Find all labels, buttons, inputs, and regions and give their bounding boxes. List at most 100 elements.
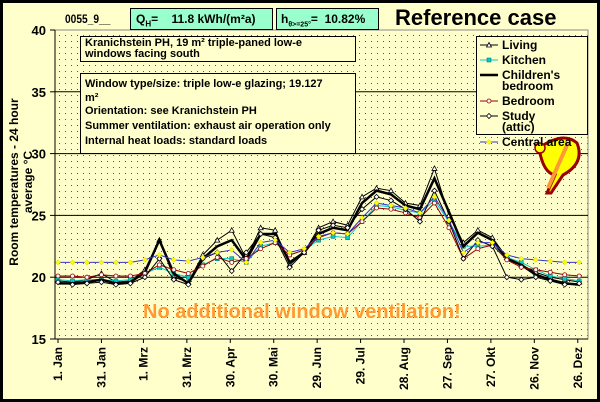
diamond-marker xyxy=(257,230,264,238)
legend-label: Study (attic) xyxy=(502,110,535,133)
yellow-diamond-marker xyxy=(113,259,119,266)
heating-demand-box: QH= 11.8 kWh/(m²a) xyxy=(130,8,273,30)
y-tick-label: 15 xyxy=(32,332,46,347)
yellow-diamond-marker xyxy=(486,139,492,145)
diamond-marker xyxy=(431,187,438,194)
yellow-diamond-marker xyxy=(301,245,307,252)
circle-marker xyxy=(432,200,437,206)
diamond-marker xyxy=(243,249,250,256)
x-tick-label: 26. Nov xyxy=(527,347,541,390)
circle-marker xyxy=(171,267,177,273)
x-tick-label: 31. Mrz xyxy=(180,347,194,388)
triangle-marker xyxy=(358,193,366,200)
diamond-marker xyxy=(547,277,554,284)
triangle-marker xyxy=(431,165,438,171)
circle-marker xyxy=(504,257,510,263)
legend-label-line: Central area xyxy=(502,135,572,149)
diamond-marker xyxy=(485,112,493,120)
chart-title: Reference case xyxy=(395,5,557,30)
diamond-marker xyxy=(127,280,134,287)
legend-label-line: Bedroom xyxy=(502,94,555,108)
diamond-marker xyxy=(54,279,62,286)
diamond-marker xyxy=(489,243,496,250)
square-marker xyxy=(486,57,492,63)
x-tick-label: 28. Aug xyxy=(397,347,411,390)
x-tick-label: 26. Dez xyxy=(571,347,585,388)
yellow-diamond-marker xyxy=(257,239,264,246)
legend-label: Central area xyxy=(502,135,572,149)
x-tick-label: 30. Apr xyxy=(223,347,237,388)
x-tick-label: 1. Jan xyxy=(51,347,65,381)
description-line: Kranichstein PH, 19 m² triple-paned low-… xyxy=(85,37,302,49)
yellow-diamond-marker xyxy=(431,194,438,200)
yellow-diamond-marker xyxy=(417,210,423,216)
yellow-diamond-marker xyxy=(330,229,336,236)
x-tick-label: 29. Jul xyxy=(354,347,368,384)
diamond-marker xyxy=(358,206,366,213)
yellow-diamond-marker xyxy=(547,258,554,264)
diamond-marker xyxy=(561,281,568,288)
yellow-diamond-marker xyxy=(272,237,279,243)
x-tick-label: 29. Jun xyxy=(310,347,324,388)
triangle-marker xyxy=(271,226,279,233)
legend-label: Bedroom xyxy=(502,94,555,108)
diamond-marker xyxy=(98,279,105,286)
diamond-marker xyxy=(228,267,235,275)
circle-marker xyxy=(518,264,524,270)
yellow-diamond-marker xyxy=(576,259,583,266)
circle-marker xyxy=(229,259,235,265)
diamond-marker xyxy=(315,227,322,234)
yellow-diamond-marker xyxy=(286,249,293,256)
yellow-diamond-marker xyxy=(503,252,510,258)
legend: Living Kitchen Children's bedroom Bedroom Stu… xyxy=(476,36,588,148)
yellow-diamond-marker xyxy=(460,249,467,256)
circle-marker xyxy=(475,246,481,252)
yellow-diamond-marker xyxy=(243,259,250,266)
diamond-marker xyxy=(83,280,91,287)
diamond-marker xyxy=(460,255,467,262)
circle-marker xyxy=(562,272,568,278)
circle-marker xyxy=(214,255,220,260)
parameter-line: Window type/size: triple low-e glazing; … xyxy=(85,78,323,90)
legend-label: Kitchen xyxy=(502,53,547,67)
yellow-diamond-marker xyxy=(55,259,61,266)
y-axis-label: Room temperatures - 24 hour average °C xyxy=(7,98,35,266)
yellow-diamond-marker xyxy=(518,255,525,262)
legend-swatch-icon xyxy=(480,112,498,120)
legend-swatch-icon xyxy=(480,57,498,63)
legend-label-line: Living xyxy=(502,38,538,52)
legend-swatch-icon xyxy=(480,98,498,104)
yellow-diamond-marker xyxy=(84,259,90,266)
triangle-marker xyxy=(257,224,264,231)
legend-item: Kitchen xyxy=(479,53,547,67)
circle-marker xyxy=(55,273,61,279)
diamond-marker xyxy=(503,274,510,281)
diamond-marker xyxy=(518,276,525,283)
legend-item: Bedroom xyxy=(479,94,555,108)
x-tick-label: 27. Okt xyxy=(484,347,498,387)
circle-marker xyxy=(576,273,582,279)
yellow-diamond-marker xyxy=(185,258,192,264)
y-tick-label: 30 xyxy=(32,147,46,162)
circle-marker xyxy=(258,246,264,252)
triangle-marker xyxy=(214,236,221,243)
circle-marker xyxy=(547,269,553,275)
circle-marker xyxy=(113,273,119,279)
yellow-diamond-marker xyxy=(532,257,539,263)
yellow-diamond-marker xyxy=(373,200,380,206)
yellow-diamond-marker xyxy=(489,239,496,246)
diamond-marker xyxy=(532,274,539,281)
legend-swatch-icon xyxy=(480,139,498,145)
y-tick-label: 35 xyxy=(32,85,46,100)
legend-label-line: Kitchen xyxy=(502,53,547,67)
legend-label-line: bedroom xyxy=(502,79,554,93)
legend-label-line: Children's xyxy=(502,68,561,82)
legend-swatch-icon xyxy=(480,73,498,77)
y-tick-label: 40 xyxy=(32,23,46,38)
yellow-diamond-marker xyxy=(214,249,221,256)
legend-item: Children's bedroom xyxy=(479,68,561,93)
parameter-line: m² xyxy=(85,92,99,104)
circle-marker xyxy=(374,205,379,211)
diamond-marker xyxy=(185,281,192,288)
overheating-box: hθ>=25°= 10.82% xyxy=(276,8,379,30)
